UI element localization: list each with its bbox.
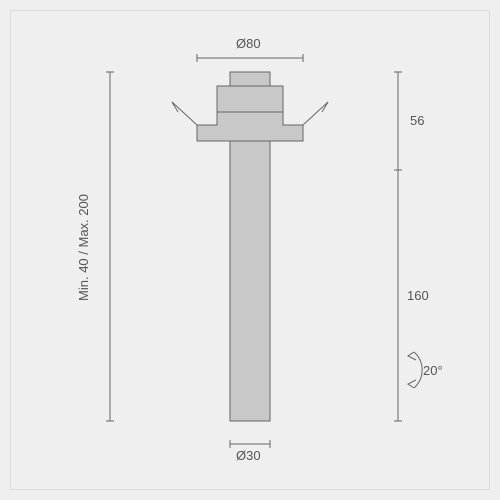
label-right-upper: 56 (410, 113, 424, 128)
label-top-diameter: Ø80 (236, 36, 261, 51)
part-tube (230, 141, 270, 421)
clip-left (172, 102, 197, 125)
label-bottom-diameter: Ø30 (236, 448, 261, 463)
part-mid (217, 86, 283, 112)
part-top-cap (230, 72, 270, 86)
label-tilt-angle: 20° (423, 363, 443, 378)
part-flange (197, 112, 303, 141)
label-left-range: Min. 40 / Max. 200 (76, 194, 91, 301)
angle-arc (414, 352, 422, 388)
label-right-lower: 160 (407, 288, 429, 303)
clip-right (303, 102, 328, 125)
